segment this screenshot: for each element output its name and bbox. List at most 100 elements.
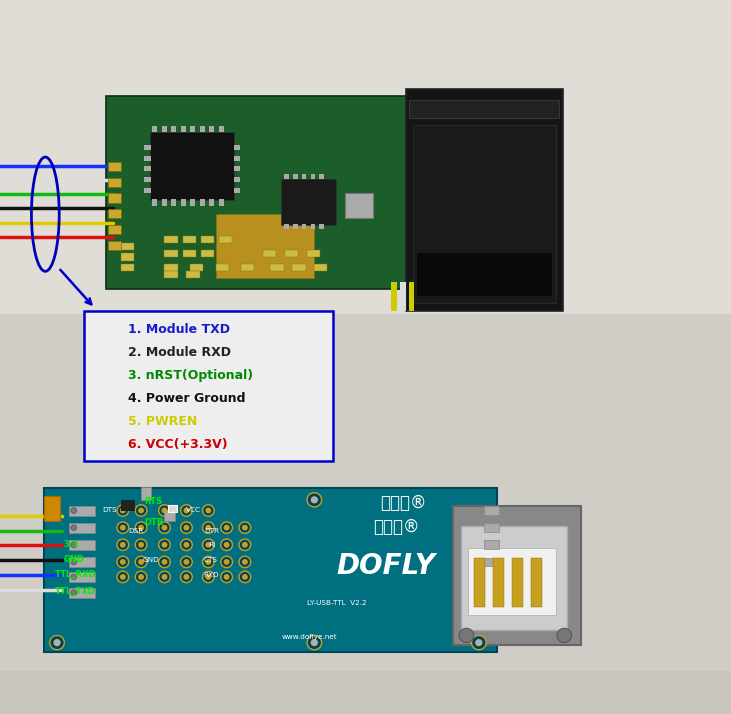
Circle shape	[221, 571, 232, 583]
Text: DTR: DTR	[145, 518, 164, 527]
Circle shape	[135, 571, 147, 583]
Bar	[0, 314, 731, 671]
Bar	[281, 178, 336, 225]
Bar	[234, 145, 240, 150]
Bar	[209, 126, 214, 132]
Circle shape	[202, 505, 214, 516]
Text: CTS: CTS	[203, 557, 217, 563]
Circle shape	[224, 559, 230, 565]
Circle shape	[224, 525, 230, 531]
Text: DOFLY: DOFLY	[336, 552, 435, 580]
Bar	[284, 224, 289, 229]
Circle shape	[183, 525, 189, 531]
Circle shape	[205, 559, 211, 565]
Circle shape	[205, 508, 211, 513]
Circle shape	[159, 556, 170, 568]
Bar	[121, 253, 134, 261]
Circle shape	[181, 522, 192, 533]
Circle shape	[471, 635, 486, 650]
Circle shape	[242, 574, 248, 580]
Bar	[69, 540, 95, 550]
Circle shape	[205, 525, 211, 531]
Bar	[69, 506, 95, 516]
Bar	[150, 132, 234, 200]
Bar	[44, 496, 60, 521]
Circle shape	[239, 571, 251, 583]
Circle shape	[117, 539, 129, 550]
Bar	[216, 264, 229, 271]
Circle shape	[138, 508, 144, 513]
Bar	[69, 557, 95, 567]
Circle shape	[183, 574, 189, 580]
Circle shape	[138, 559, 144, 565]
Bar	[201, 250, 214, 257]
Circle shape	[239, 556, 251, 568]
Bar	[319, 174, 324, 178]
Bar	[219, 236, 232, 243]
Circle shape	[135, 522, 147, 533]
Bar	[270, 264, 284, 271]
Text: 3. nRST(Optional): 3. nRST(Optional)	[128, 369, 253, 382]
Bar	[241, 264, 254, 271]
Bar	[453, 506, 581, 645]
Text: TTL_TXD: TTL_TXD	[55, 587, 96, 595]
Text: LY-USB-TTL  V2.2: LY-USB-TTL V2.2	[307, 600, 367, 606]
Bar	[186, 271, 200, 278]
Bar	[484, 558, 499, 566]
Bar	[108, 178, 121, 187]
Bar	[409, 100, 559, 118]
Text: 2. Module RXD: 2. Module RXD	[128, 346, 231, 359]
Bar	[164, 264, 178, 271]
Bar	[121, 243, 134, 250]
Circle shape	[117, 571, 129, 583]
Bar	[302, 174, 306, 178]
Circle shape	[311, 496, 318, 503]
Circle shape	[221, 539, 232, 550]
Bar	[219, 199, 224, 206]
Bar	[171, 126, 176, 132]
Circle shape	[459, 628, 474, 643]
Bar	[263, 250, 276, 257]
Circle shape	[181, 539, 192, 550]
Bar	[209, 199, 214, 206]
Circle shape	[183, 508, 189, 513]
Circle shape	[183, 542, 189, 548]
Bar	[152, 126, 157, 132]
Bar	[84, 311, 333, 461]
Bar	[0, 0, 731, 314]
Circle shape	[117, 505, 129, 516]
Text: DTS: DTS	[102, 507, 117, 513]
Text: GND: GND	[143, 557, 159, 563]
Bar	[311, 224, 315, 229]
Text: 5. PWREN: 5. PWREN	[128, 415, 197, 428]
Circle shape	[181, 505, 192, 516]
Circle shape	[475, 639, 482, 646]
Bar	[234, 156, 240, 161]
Bar	[152, 199, 157, 206]
Bar	[319, 224, 324, 229]
Bar	[69, 523, 95, 533]
Bar	[108, 225, 121, 234]
Bar	[141, 487, 151, 500]
Circle shape	[50, 635, 64, 650]
Circle shape	[138, 574, 144, 580]
Circle shape	[202, 522, 214, 533]
Circle shape	[120, 525, 126, 531]
Bar	[164, 510, 175, 521]
Bar	[108, 162, 121, 171]
Bar	[285, 250, 298, 257]
Bar	[293, 174, 298, 178]
Circle shape	[135, 556, 147, 568]
Circle shape	[202, 571, 214, 583]
Bar	[216, 214, 314, 278]
Bar	[484, 523, 499, 532]
Circle shape	[71, 542, 77, 548]
Bar	[121, 264, 134, 271]
Text: DTR: DTR	[205, 528, 220, 533]
Circle shape	[239, 522, 251, 533]
Circle shape	[71, 525, 77, 531]
Bar	[183, 250, 196, 257]
Text: RTS: RTS	[145, 497, 163, 506]
Bar	[183, 236, 196, 243]
Bar	[406, 89, 563, 311]
